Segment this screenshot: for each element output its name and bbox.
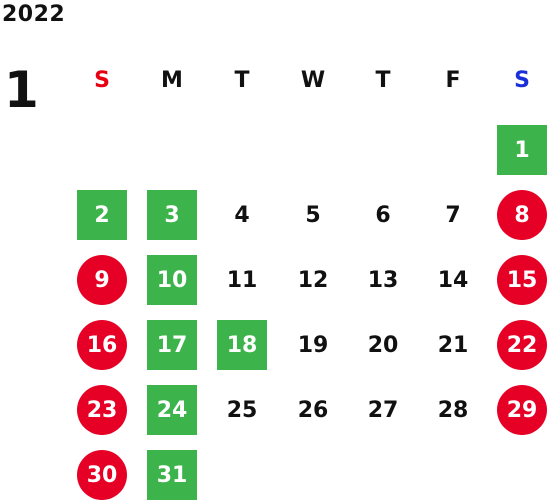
day-cell-26[interactable]: 26 bbox=[297, 397, 329, 423]
day-cell-15[interactable]: 15 bbox=[497, 255, 547, 305]
day-cell-30[interactable]: 30 bbox=[77, 450, 127, 500]
day-cell-5[interactable]: 5 bbox=[305, 202, 321, 228]
day-cell-21[interactable]: 21 bbox=[437, 332, 469, 358]
day-cell-12[interactable]: 12 bbox=[297, 267, 329, 293]
day-cell-17[interactable]: 17 bbox=[147, 320, 197, 370]
calendar-year: 2022 bbox=[2, 2, 66, 27]
day-cell-9[interactable]: 9 bbox=[77, 255, 127, 305]
day-cell-8[interactable]: 8 bbox=[497, 190, 547, 240]
day-cell-7[interactable]: 7 bbox=[445, 202, 461, 228]
calendar-month: 1 bbox=[4, 61, 39, 119]
weekday-label: S bbox=[94, 68, 110, 93]
day-cell-13[interactable]: 13 bbox=[367, 267, 399, 293]
day-cell-27[interactable]: 27 bbox=[367, 397, 399, 423]
day-cell-23[interactable]: 23 bbox=[77, 385, 127, 435]
weekday-label: T bbox=[375, 68, 391, 93]
day-cell-11[interactable]: 11 bbox=[226, 267, 258, 293]
day-cell-22[interactable]: 22 bbox=[497, 320, 547, 370]
day-cell-14[interactable]: 14 bbox=[437, 267, 469, 293]
day-cell-3[interactable]: 3 bbox=[147, 190, 197, 240]
weekday-label: W bbox=[300, 68, 326, 93]
day-cell-10[interactable]: 10 bbox=[147, 255, 197, 305]
day-cell-16[interactable]: 16 bbox=[77, 320, 127, 370]
weekday-label: M bbox=[161, 68, 183, 93]
weekday-label: S bbox=[514, 68, 530, 93]
day-cell-1[interactable]: 1 bbox=[497, 125, 547, 175]
day-cell-18[interactable]: 18 bbox=[217, 320, 267, 370]
day-cell-20[interactable]: 20 bbox=[367, 332, 399, 358]
day-cell-2[interactable]: 2 bbox=[77, 190, 127, 240]
day-cell-28[interactable]: 28 bbox=[437, 397, 469, 423]
day-cell-29[interactable]: 29 bbox=[497, 385, 547, 435]
day-cell-4[interactable]: 4 bbox=[234, 202, 250, 228]
day-cell-31[interactable]: 31 bbox=[147, 450, 197, 500]
day-cell-25[interactable]: 25 bbox=[226, 397, 258, 423]
weekday-label: F bbox=[445, 68, 461, 93]
day-cell-6[interactable]: 6 bbox=[375, 202, 391, 228]
weekday-label: T bbox=[234, 68, 250, 93]
day-cell-24[interactable]: 24 bbox=[147, 385, 197, 435]
day-cell-19[interactable]: 19 bbox=[297, 332, 329, 358]
